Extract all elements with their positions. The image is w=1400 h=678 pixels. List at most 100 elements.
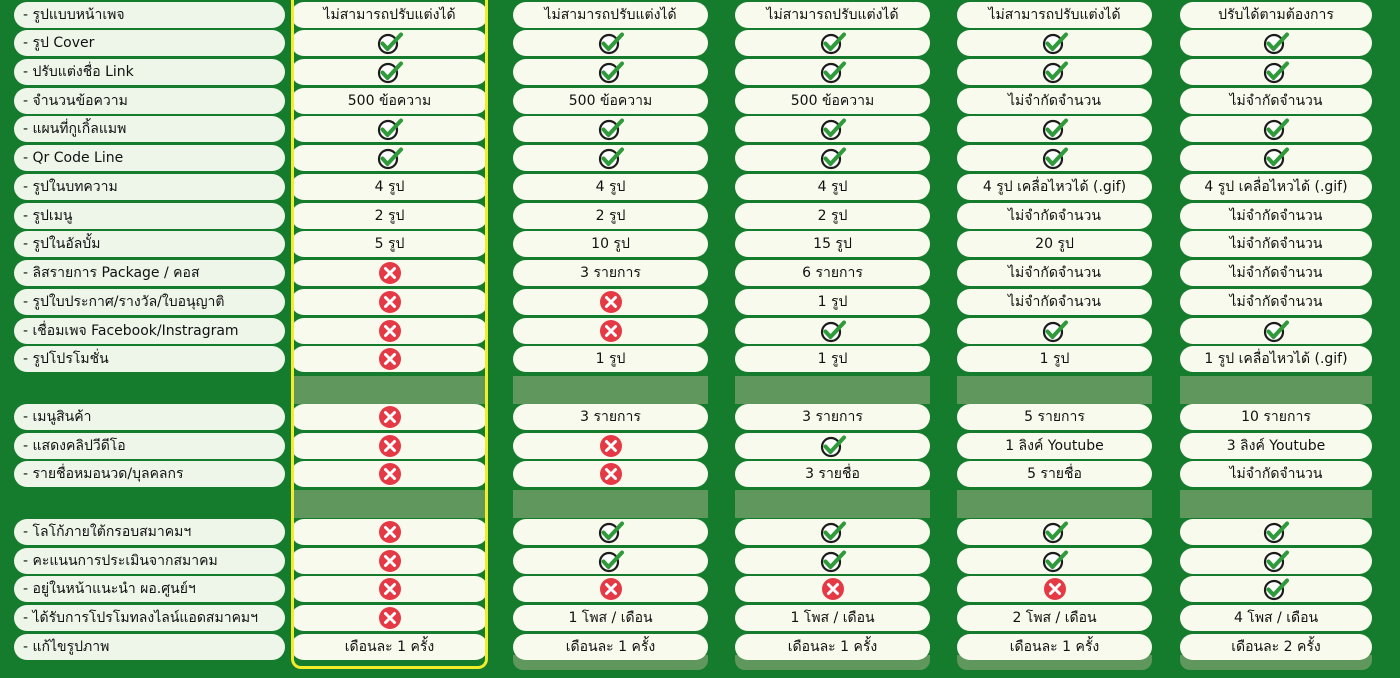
table-row: - รูปแบบหน้าเพจ ไม่สามารถปรับแต่งได้ ไม่สา…: [0, 2, 1400, 28]
feature-label: - รูปแบบหน้าเพจ: [14, 2, 285, 28]
table-row: - รูปใบประกาศ/รางวัล/ใบอนุญาติ 1 รูป ไม่จำ…: [0, 289, 1400, 315]
cross-icon: [378, 262, 401, 284]
feature-cell-included: [291, 145, 488, 171]
feature-cell-value: 500 ข้อความ: [735, 88, 930, 114]
feature-cell-excluded: [291, 260, 488, 286]
feature-label: - อยู่ในหน้าแนะนำ ผอ.ศูนย์ฯ: [14, 576, 285, 602]
feature-cell-included: [513, 548, 708, 574]
check-icon: [377, 147, 403, 170]
feature-cell-value: 4 โพส / เดือน: [1180, 605, 1372, 631]
feature-cell-value: ไม่จำกัดจำนวน: [1180, 461, 1372, 487]
feature-cell-included: [513, 145, 708, 171]
feature-label: - เชื่อมเพจ Facebook/Instragram: [14, 318, 285, 344]
feature-cell-included: [513, 519, 708, 545]
feature-cell-value: ไม่จำกัดจำนวน: [957, 203, 1152, 229]
check-icon: [377, 61, 403, 84]
feature-cell-excluded: [291, 318, 488, 344]
feature-cell-included: [957, 548, 1152, 574]
feature-cell-included: [735, 30, 930, 56]
check-icon: [1263, 578, 1289, 601]
table-row: - โลโก้ภายใต้กรอบสมาคมฯ: [0, 519, 1400, 545]
feature-label: - รูปโปรโมชั่น: [14, 346, 285, 372]
table-row: - แสดงคลิปวีดีโอ 1 ลิงค์ Youtube 3 ลิงค์ Y…: [0, 433, 1400, 459]
feature-cell-value: 10 รูป: [513, 231, 708, 257]
table-row: - ลิสรายการ Package / คอส 3 รายการ 6 รายกา…: [0, 260, 1400, 286]
table-row: - แผนที่กูเกิ้ลแมพ: [0, 116, 1400, 142]
feature-cell-value: 4 รูป เคลื่อไหวได้ (.gif): [1180, 174, 1372, 200]
feature-cell-value: ไม่สามารถปรับแต่งได้: [513, 2, 708, 28]
table-row: - รูป Cover: [0, 30, 1400, 56]
feature-cell-included: [291, 59, 488, 85]
feature-cell-excluded: [513, 318, 708, 344]
feature-cell-included: [1180, 519, 1372, 545]
feature-cell-value: 1 โพส / เดือน: [735, 605, 930, 631]
feature-label: - จำนวนข้อความ: [14, 88, 285, 114]
feature-cell-value: 1 รูป: [735, 346, 930, 372]
feature-cell-value: 3 ลิงค์ Youtube: [1180, 433, 1372, 459]
feature-cell-included: [1180, 59, 1372, 85]
feature-cell-value: 3 รายการ: [513, 260, 708, 286]
feature-cell-included: [513, 116, 708, 142]
feature-cell-included: [1180, 318, 1372, 344]
check-icon: [598, 550, 624, 573]
feature-cell-excluded: [291, 548, 488, 574]
feature-cell-included: [1180, 576, 1372, 602]
feature-cell-included: [957, 116, 1152, 142]
cross-icon: [1043, 578, 1066, 600]
feature-cell-value: ไม่จำกัดจำนวน: [1180, 260, 1372, 286]
cross-icon: [378, 521, 401, 543]
feature-cell-value: 15 รูป: [735, 231, 930, 257]
check-icon: [1263, 32, 1289, 55]
feature-cell-included: [735, 548, 930, 574]
feature-cell-excluded: [291, 576, 488, 602]
feature-cell-value: ไม่จำกัดจำนวน: [1180, 289, 1372, 315]
check-icon: [820, 118, 846, 141]
feature-cell-included: [957, 145, 1152, 171]
feature-label: - เมนูสินค้า: [14, 404, 285, 430]
feature-label: - รูป Cover: [14, 30, 285, 56]
feature-cell-included: [291, 30, 488, 56]
feature-cell-value: 3 รายชื่อ: [735, 461, 930, 487]
feature-cell-included: [735, 116, 930, 142]
feature-label: - รูปในอัลบั้ม: [14, 231, 285, 257]
table-row: - จำนวนข้อความ 500 ข้อความ 500 ข้อความ 500 …: [0, 88, 1400, 114]
feature-cell-included: [1180, 145, 1372, 171]
feature-cell-value: 1 รูป เคลื่อไหวได้ (.gif): [1180, 346, 1372, 372]
feature-cell-value: ไม่สามารถปรับแต่งได้: [735, 2, 930, 28]
feature-cell-value: 2 รูป: [513, 203, 708, 229]
feature-cell-included: [735, 59, 930, 85]
check-icon: [1042, 118, 1068, 141]
check-icon: [820, 435, 846, 458]
cross-icon: [378, 348, 401, 370]
check-icon: [1263, 118, 1289, 141]
feature-cell-included: [513, 59, 708, 85]
feature-cell-included: [291, 116, 488, 142]
section-divider-band: [957, 376, 1152, 404]
cross-icon: [378, 320, 401, 342]
check-icon: [820, 32, 846, 55]
feature-cell-value: ปรับได้ตามต้องการ: [1180, 2, 1372, 28]
feature-cell-value: 5 รายการ: [957, 404, 1152, 430]
feature-cell-excluded: [291, 289, 488, 315]
check-icon: [820, 147, 846, 170]
table-row: - Qr Code Line: [0, 145, 1400, 171]
section-divider-band: [513, 490, 708, 518]
check-icon: [1042, 147, 1068, 170]
feature-cell-value: เดือนละ 1 ครั้ง: [957, 634, 1152, 660]
feature-cell-included: [513, 30, 708, 56]
section-divider-band: [513, 376, 708, 404]
feature-cell-value: 5 รายชื่อ: [957, 461, 1152, 487]
feature-cell-value: ไม่สามารถปรับแต่งได้: [957, 2, 1152, 28]
check-icon: [820, 61, 846, 84]
check-icon: [598, 521, 624, 544]
feature-cell-value: 500 ข้อความ: [513, 88, 708, 114]
section-divider-band: [1180, 490, 1372, 518]
feature-label: - รูปในบทความ: [14, 174, 285, 200]
feature-label: - ได้รับการโปรโมทลงไลน์แอดสมาคมฯ: [14, 605, 285, 631]
table-row: - อยู่ในหน้าแนะนำ ผอ.ศูนย์ฯ: [0, 576, 1400, 602]
feature-cell-included: [957, 30, 1152, 56]
check-icon: [1042, 521, 1068, 544]
table-row: - รูปในอัลบั้ม 5 รูป 10 รูป 15 รูป 20 รูป ไม่…: [0, 231, 1400, 257]
feature-cell-included: [957, 519, 1152, 545]
check-icon: [1042, 550, 1068, 573]
